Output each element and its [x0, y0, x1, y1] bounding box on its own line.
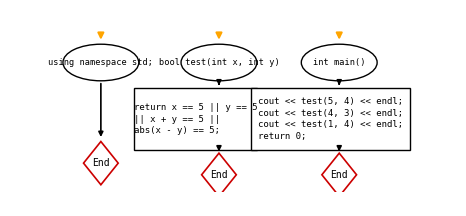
Text: End: End [210, 170, 228, 180]
Text: using namespace std;: using namespace std; [48, 58, 153, 67]
Polygon shape [83, 141, 118, 185]
Ellipse shape [63, 44, 139, 81]
Text: int main(): int main() [313, 58, 365, 67]
Bar [134, 88, 257, 150]
Polygon shape [202, 153, 236, 196]
Text: cout << test(5, 4) << endl;
cout << test(4, 3) << endl;
cout << test(1, 4) << en: cout << test(5, 4) << endl; cout << test… [258, 97, 404, 141]
Ellipse shape [181, 44, 257, 81]
Text: return x == 5 || y == 5
|| x + y == 5 ||
abs(x - y) == 5;: return x == 5 || y == 5 || x + y == 5 ||… [134, 103, 257, 135]
Text: End: End [92, 158, 110, 168]
Ellipse shape [302, 44, 377, 81]
Text: End: End [330, 170, 348, 180]
Text: bool test(int x, int y): bool test(int x, int y) [158, 58, 279, 67]
Bar [252, 88, 411, 150]
Polygon shape [322, 153, 356, 196]
